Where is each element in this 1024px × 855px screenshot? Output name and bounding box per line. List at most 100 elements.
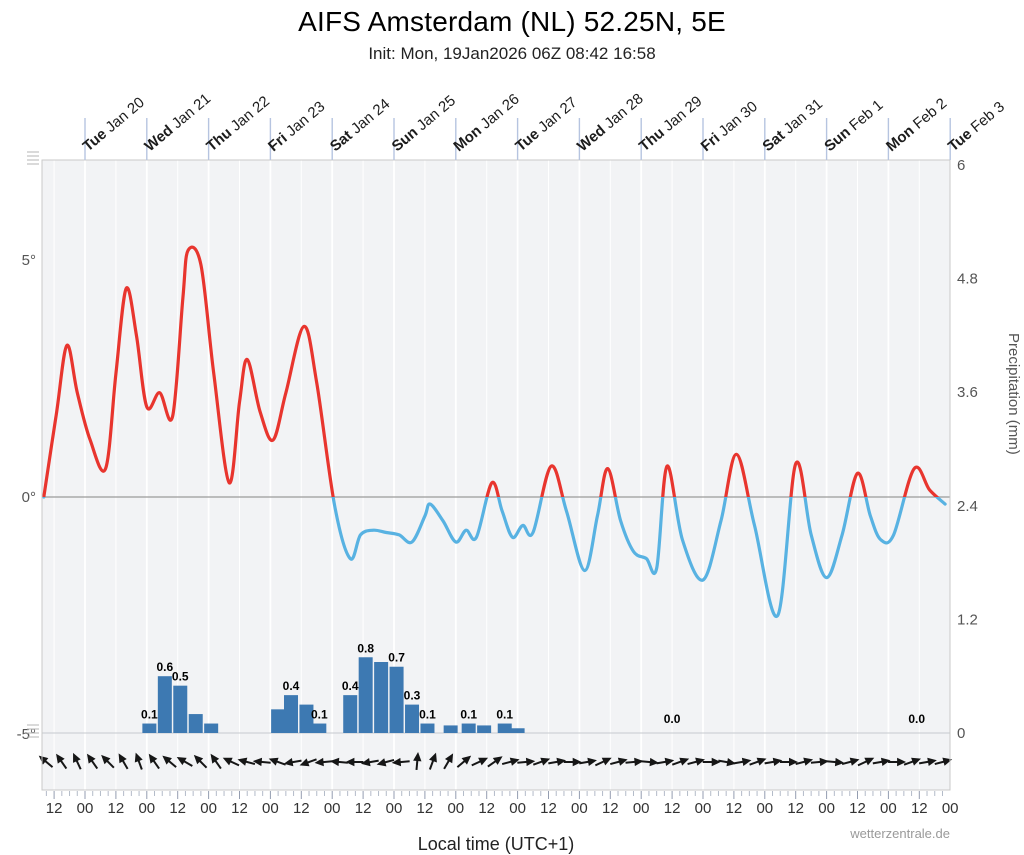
precip-bar-label: 0.5	[172, 670, 189, 684]
wind-arrow-icon	[594, 757, 612, 767]
wind-arrow-icon	[86, 753, 99, 770]
wind-arrow-icon	[810, 757, 829, 767]
day-label: Sat Jan 31	[759, 95, 826, 155]
precip-bar	[173, 685, 188, 733]
precip-axis-label: 2.4	[957, 498, 978, 515]
day-label: Sun Feb 1	[821, 96, 886, 155]
precip-bar	[271, 709, 286, 733]
wind-arrow-icon	[780, 757, 798, 767]
temp-axis-label: 0°	[22, 489, 36, 506]
wind-arrow-icon	[563, 757, 582, 767]
hour-label: 00	[633, 800, 650, 817]
wind-arrow-icon	[702, 757, 721, 767]
hour-label: 12	[726, 800, 743, 817]
wind-arrow-icon	[210, 753, 222, 770]
wind-arrow-icon	[718, 758, 737, 767]
hour-label: 00	[756, 800, 773, 817]
temperature-line-above-zero	[42, 245, 940, 497]
hour-label: 00	[447, 800, 464, 817]
wind-arrow-icon	[517, 757, 536, 767]
wind-arrow-icon	[193, 754, 208, 769]
day-label: Wed Jan 21	[141, 90, 214, 155]
axis-corner-ticks	[27, 151, 39, 738]
hour-label: 00	[880, 800, 897, 817]
hour-label: 00	[77, 800, 94, 817]
precip-axis-label: 0	[957, 725, 965, 742]
wind-arrow-icon	[268, 757, 286, 766]
precip-bar	[157, 676, 172, 733]
temperature-line	[42, 245, 947, 618]
precip-bar	[299, 704, 314, 733]
precip-bar-label: 0.1	[311, 708, 328, 722]
day-label: Mon Feb 2	[883, 95, 950, 155]
hour-label: 00	[695, 800, 712, 817]
watermark: wetterzentrale.de	[850, 826, 950, 841]
day-label: Fri Jan 23	[265, 98, 328, 155]
hour-label: 12	[478, 800, 495, 817]
precip-bar-label: 0.3	[404, 689, 421, 703]
hour-label: 00	[386, 800, 403, 817]
hour-label: 00	[138, 800, 155, 817]
precip-axis-label: 3.6	[957, 384, 978, 401]
wind-arrow-icon	[222, 757, 240, 767]
wind-arrow-icon	[391, 757, 410, 767]
xaxis-title: Local time (UTC+1)	[417, 834, 575, 854]
day-label: Wed Jan 28	[574, 90, 647, 155]
day-label: Mon Jan 26	[450, 91, 522, 155]
wind-arrow-icon	[162, 755, 177, 768]
wind-arrow-icon	[610, 757, 628, 766]
wind-arrow-icon	[148, 753, 160, 770]
wind-arrow-icon	[857, 757, 875, 767]
wind-arrow-icon	[443, 753, 454, 770]
day-label: Tue Jan 20	[80, 94, 148, 155]
temperature-axis: 5° 0° -5°	[17, 252, 36, 743]
precip-bar	[343, 695, 358, 733]
wind-arrow-icon	[428, 752, 437, 770]
precip-bar-label: 0.4	[283, 679, 300, 693]
wind-arrow-icon	[56, 753, 68, 770]
precip-bar	[374, 662, 389, 733]
wind-arrow-icon	[376, 758, 395, 767]
wind-arrow-icon	[283, 758, 302, 767]
hour-label: 12	[417, 800, 434, 817]
precip-bar	[510, 728, 525, 733]
hour-label: 00	[509, 800, 526, 817]
day-label: Thu Jan 22	[203, 93, 273, 155]
wind-arrow-icon	[456, 755, 472, 768]
precip-bar	[358, 657, 373, 733]
precip-axis-label: 4.8	[957, 271, 978, 288]
day-label: Tue Feb 3	[945, 98, 1008, 155]
init-subtitle: Init: Mon, 19Jan2026 06Z 08:42 16:58	[368, 44, 656, 63]
precip-bar	[389, 666, 404, 733]
wind-arrow-icon	[640, 757, 659, 767]
wind-arrow-icon	[687, 757, 705, 766]
temp-axis-label: 5°	[22, 252, 36, 269]
precip-bar	[497, 723, 512, 733]
hour-label: 00	[200, 800, 217, 817]
precip-bar	[188, 714, 203, 733]
precip-bar	[142, 723, 157, 733]
wind-arrow-icon	[471, 757, 489, 767]
precip-bar-label: 0.1	[141, 708, 158, 722]
hour-label: 12	[169, 800, 186, 817]
wind-arrow-icon	[38, 755, 54, 768]
wind-arrow-icon	[671, 757, 690, 766]
precip-zero-label: 0.0	[908, 712, 925, 726]
hour-label: 12	[540, 800, 557, 817]
wind-arrow-icon	[764, 757, 783, 766]
precip-axis-label: 6	[957, 157, 965, 174]
precip-bar-label: 0.8	[357, 641, 374, 655]
wind-arrow-icon	[826, 757, 845, 767]
wind-arrow-icon	[360, 758, 379, 767]
wind-arrow-icon	[872, 757, 891, 766]
wind-arrow-icon	[237, 757, 256, 766]
precip-bar	[405, 704, 420, 733]
wind-arrow-icon	[733, 757, 752, 766]
hour-label: 12	[231, 800, 248, 817]
hour-label: 12	[293, 800, 310, 817]
hour-label: 00	[324, 800, 341, 817]
wind-arrow-icon	[579, 757, 597, 766]
wind-arrow-icon	[656, 757, 675, 766]
wind-arrow-icon	[329, 757, 348, 767]
